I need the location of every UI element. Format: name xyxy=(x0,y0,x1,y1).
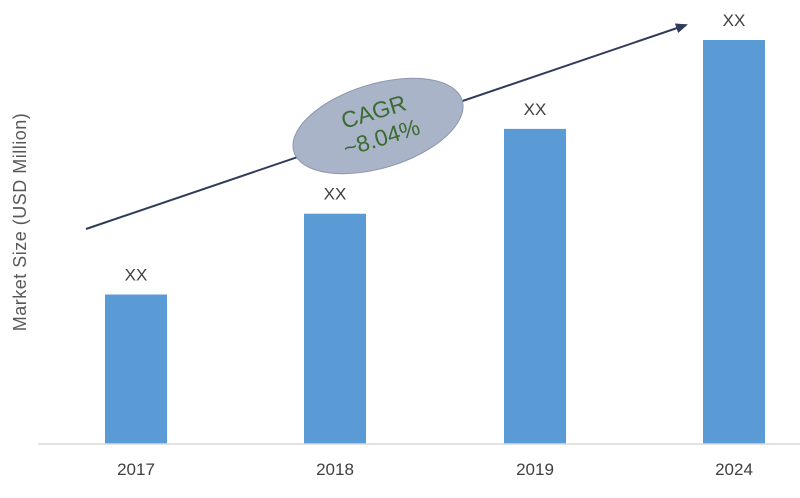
data-label-2017: XX xyxy=(125,266,148,285)
x-tick-label-2024: 2024 xyxy=(715,460,753,479)
data-label-2024: XX xyxy=(723,11,746,30)
x-tick-label-2019: 2019 xyxy=(516,460,554,479)
bar-2019 xyxy=(504,128,566,444)
bar-2018 xyxy=(304,213,366,444)
bar-2017 xyxy=(105,294,167,444)
data-label-2018: XX xyxy=(324,185,347,204)
value-labels-group: XX XX XX XX xyxy=(125,11,746,285)
cagr-bubble xyxy=(292,77,464,175)
data-label-2019: XX xyxy=(524,100,547,119)
bar-2024 xyxy=(703,40,765,444)
bars-group xyxy=(105,40,765,444)
x-tick-label-2017: 2017 xyxy=(117,460,155,479)
cagr-annotation: CAGR ~8.04% xyxy=(292,77,464,175)
x-tick-labels-group: 2017 2018 2019 2024 xyxy=(117,460,753,479)
x-tick-label-2018: 2018 xyxy=(316,460,354,479)
y-axis-title: Market Size (USD Million) xyxy=(10,113,30,332)
